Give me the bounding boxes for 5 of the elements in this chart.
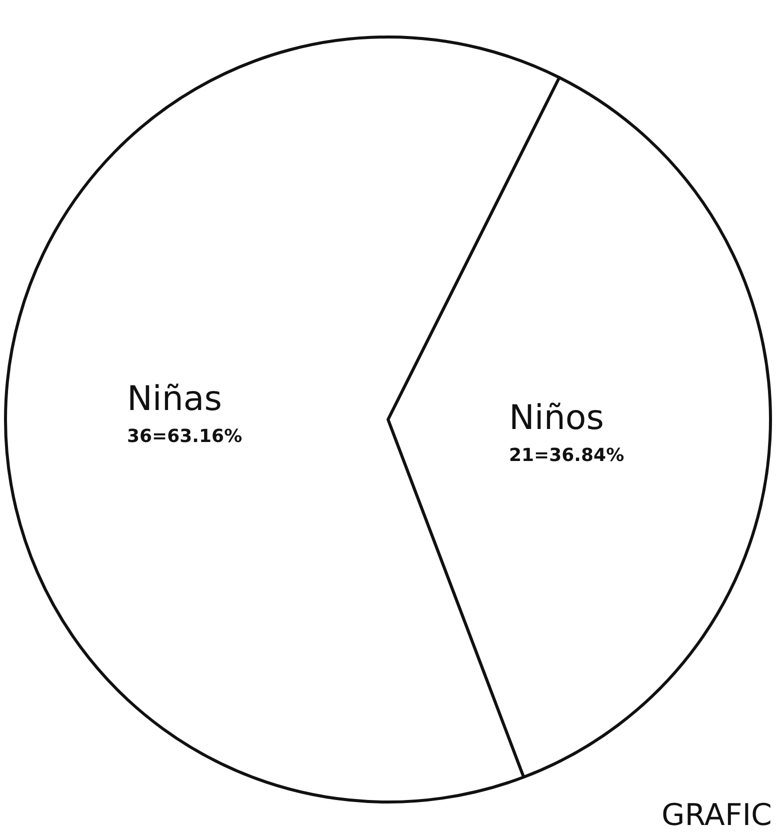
text: GRAFIC [662,798,772,833]
slice-label: Niños [509,398,604,438]
data-label: 21=36.84% [509,445,624,466]
data-label: 36=63.16% [127,426,242,447]
slice-label: Niñas [127,378,222,419]
